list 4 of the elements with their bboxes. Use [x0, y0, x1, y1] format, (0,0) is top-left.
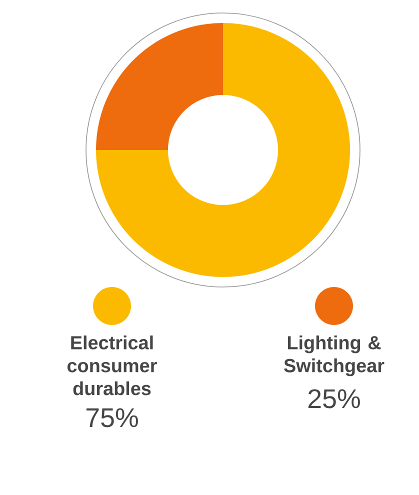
legend-label: Electrical consumer durables — [68, 336, 157, 396]
data-label: 75% — [86, 408, 138, 428]
legend-label: Lighting & Switchgear — [284, 336, 384, 376]
data-label: 25% — [308, 389, 360, 408]
